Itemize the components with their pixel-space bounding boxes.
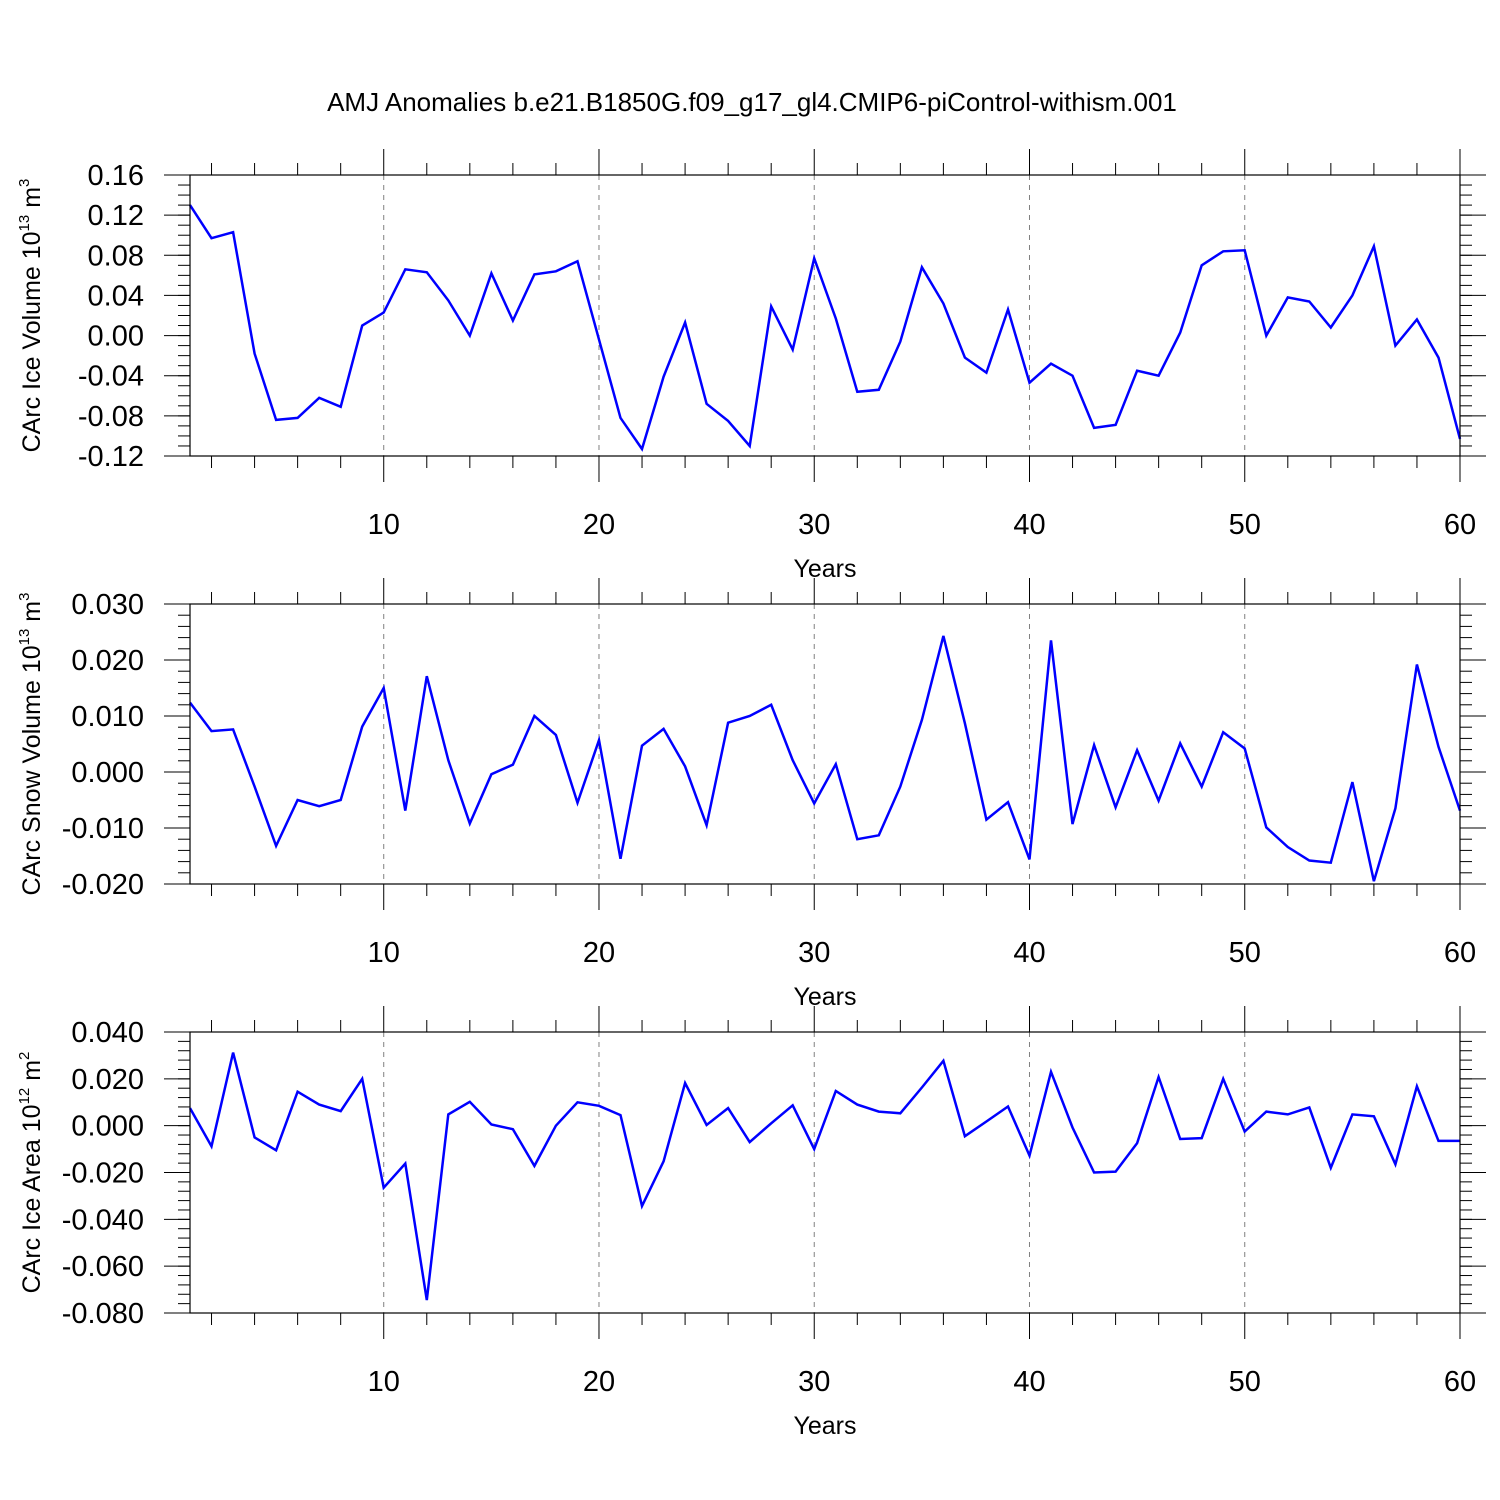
x-tick-label: 50 <box>1229 937 1261 969</box>
plot-frame <box>189 603 1461 885</box>
x-tick-label: 60 <box>1444 509 1476 541</box>
x-tick-label: 40 <box>1013 937 1045 969</box>
x-tick-label: 50 <box>1229 1366 1261 1398</box>
y-tick-label: -0.080 <box>62 1298 144 1330</box>
x-tick-label: 60 <box>1444 937 1476 969</box>
series-line <box>188 204 1462 452</box>
x-axis-title: Years <box>793 983 856 1011</box>
y-tick-label: 0.020 <box>71 1064 144 1096</box>
x-tick-label: 30 <box>798 937 830 969</box>
chart-title: AMJ Anomalies b.e21.B1850G.f09_g17_gl4.C… <box>327 87 1177 117</box>
series-line <box>189 635 1462 882</box>
y-tick-label: 0.020 <box>71 645 144 677</box>
y-tick-label: -0.020 <box>62 1158 144 1190</box>
x-tick-label: 40 <box>1013 509 1045 541</box>
y-tick-label: -0.12 <box>78 441 144 473</box>
y-axis-title: CArc Ice Volume 1013 m3 <box>16 179 46 453</box>
panels: 10 20 30 40 50 60 Years 0.16 0.12 0.08 0.04 0.00 -0.… <box>16 149 1486 1440</box>
chart-panel-3: 10 20 30 40 50 60 Years 0.040 0.020 0.000 -0.020 -0… <box>16 1006 1486 1440</box>
y-tick-label: 0.000 <box>71 1111 144 1143</box>
y-axis-title: CArc Ice Area 1012 m2 <box>16 1052 46 1294</box>
y-tick-label: -0.060 <box>62 1251 144 1283</box>
x-tick-label: 10 <box>368 1366 400 1398</box>
y-tick-label: 0.030 <box>71 589 144 621</box>
chart-panel-1: 10 20 30 40 50 60 Years 0.16 0.12 0.08 0.04 0.00 -0.… <box>16 149 1486 583</box>
y-tick-label: -0.08 <box>78 401 144 433</box>
y-tick-label: 0.040 <box>71 1017 144 1049</box>
y-tick-label: 0.010 <box>71 701 144 733</box>
chart-panel-2: 10 20 30 40 50 60 Years 0.030 0.020 0.010 0.000 -0.… <box>16 578 1486 1011</box>
x-tick-label: 20 <box>583 1366 615 1398</box>
x-tick-label: 20 <box>583 509 615 541</box>
y-tick-label: 0.16 <box>88 160 144 192</box>
x-tick-label: 40 <box>1013 1366 1045 1398</box>
x-tick-label: 20 <box>583 937 615 969</box>
y-tick-label: 0.08 <box>88 240 144 272</box>
x-tick-label: 60 <box>1444 1366 1476 1398</box>
y-tick-label: -0.010 <box>62 813 144 845</box>
x-axis-title: Years <box>793 1412 856 1440</box>
y-axis-title: CArc Snow Volume 1013 m3 <box>16 593 46 896</box>
x-axis-title: Years <box>793 555 856 583</box>
y-tick-label: 0.00 <box>88 321 144 353</box>
y-tick-label: -0.04 <box>78 361 144 393</box>
y-tick-label: 0.04 <box>88 280 144 312</box>
y-tick-label: -0.040 <box>62 1204 144 1236</box>
x-tick-label: 10 <box>368 937 400 969</box>
y-tick-label: -0.020 <box>62 869 144 901</box>
x-tick-label: 50 <box>1229 509 1261 541</box>
x-tick-label: 30 <box>798 509 830 541</box>
y-tick-label: 0.12 <box>88 200 144 232</box>
x-tick-label: 30 <box>798 1366 830 1398</box>
series-line <box>188 1052 1460 1301</box>
y-tick-label: 0.000 <box>71 757 144 789</box>
x-tick-label: 10 <box>368 509 400 541</box>
